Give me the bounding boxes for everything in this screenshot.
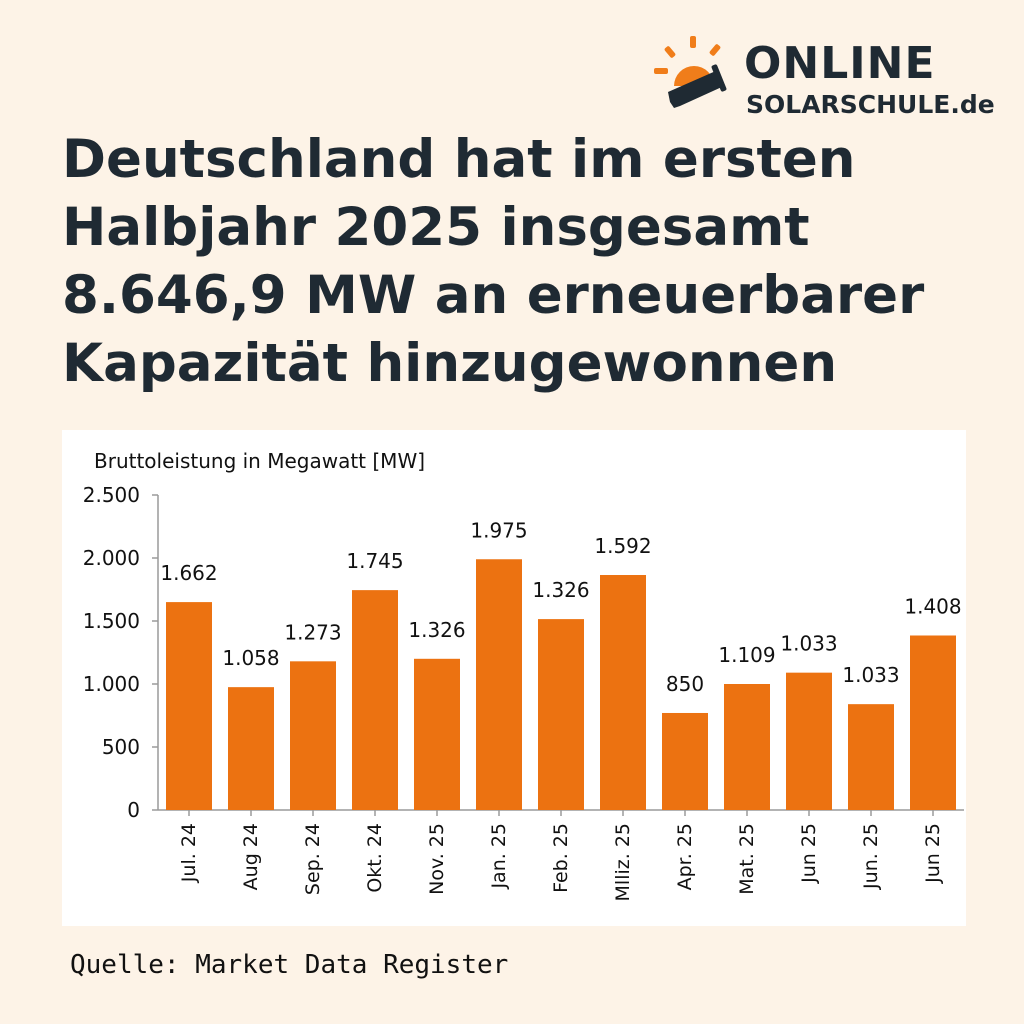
bar <box>848 704 894 810</box>
x-tick-label: Nov. 25 <box>426 823 448 895</box>
x-tick-label: Aug 24 <box>240 823 262 890</box>
x-tick-label: Jun 25 <box>798 823 820 884</box>
data-label: 1.273 <box>284 620 341 644</box>
headline: Deutschland hat im ersten Halbjahr 2025 … <box>62 129 925 394</box>
logo-text-solarschule: SOLARSCHULE.de <box>746 90 995 119</box>
data-label: 1.745 <box>346 549 403 573</box>
data-label: 1.033 <box>842 663 899 687</box>
x-tick-label: Jun. 25 <box>860 823 882 890</box>
bar <box>228 687 274 810</box>
bar <box>414 658 460 810</box>
data-label: 1.033 <box>780 632 837 656</box>
sun-megaphone-icon <box>654 36 727 108</box>
bar <box>662 712 708 810</box>
y-tick-label: 0 <box>127 798 140 822</box>
y-tick-label: 2.000 <box>83 546 140 570</box>
x-tick-label: Mat. 25 <box>736 823 758 895</box>
data-label: 1.592 <box>594 534 651 558</box>
bar <box>786 672 832 810</box>
y-tick-label: 500 <box>102 735 140 759</box>
bar <box>166 602 212 810</box>
x-tick-label: Jan. 25 <box>488 823 510 890</box>
bar <box>290 661 336 810</box>
logo-text-online: ONLINE <box>744 38 936 89</box>
logo: ONLINE SOLARSCHULE.de <box>652 36 1002 126</box>
y-tick-label: 1.000 <box>83 672 140 696</box>
x-tick-label: Apr. 25 <box>674 823 696 890</box>
data-label: 1.058 <box>222 646 279 670</box>
y-tick-label: 1.500 <box>83 609 140 633</box>
bar-chart: Bruttoleistung in Megawatt [MW] 0 500 1.000… <box>83 449 964 901</box>
bar <box>352 590 398 810</box>
chart-panel: Bruttoleistung in Megawatt [MW] 0 500 1.000… <box>62 430 966 926</box>
bar <box>724 684 770 810</box>
x-tick-label: Sep. 24 <box>302 823 324 895</box>
bar <box>476 559 522 810</box>
bar <box>910 635 956 810</box>
data-label: 1.326 <box>532 578 589 602</box>
data-label: 1.662 <box>160 561 217 585</box>
x-tick-label: Jul. 24 <box>178 823 200 883</box>
data-label: 1.109 <box>718 643 775 667</box>
x-tick-label: Mlliz. 25 <box>612 823 634 901</box>
source-note: Quelle: Market Data Register <box>70 950 509 980</box>
x-tick-label: Jun 25 <box>922 823 944 884</box>
data-label: 1.975 <box>470 518 527 542</box>
y-tick-label: 2.500 <box>83 483 140 507</box>
x-tick-label: Feb. 25 <box>550 823 572 893</box>
x-tick-label: Okt. 24 <box>364 823 386 893</box>
data-label: 1.326 <box>408 618 465 642</box>
y-axis-title: Bruttoleistung in Megawatt [MW] <box>94 449 425 473</box>
data-label: 1.408 <box>904 594 961 618</box>
data-label: 850 <box>666 672 704 696</box>
bar <box>538 619 584 810</box>
bar <box>600 575 646 810</box>
